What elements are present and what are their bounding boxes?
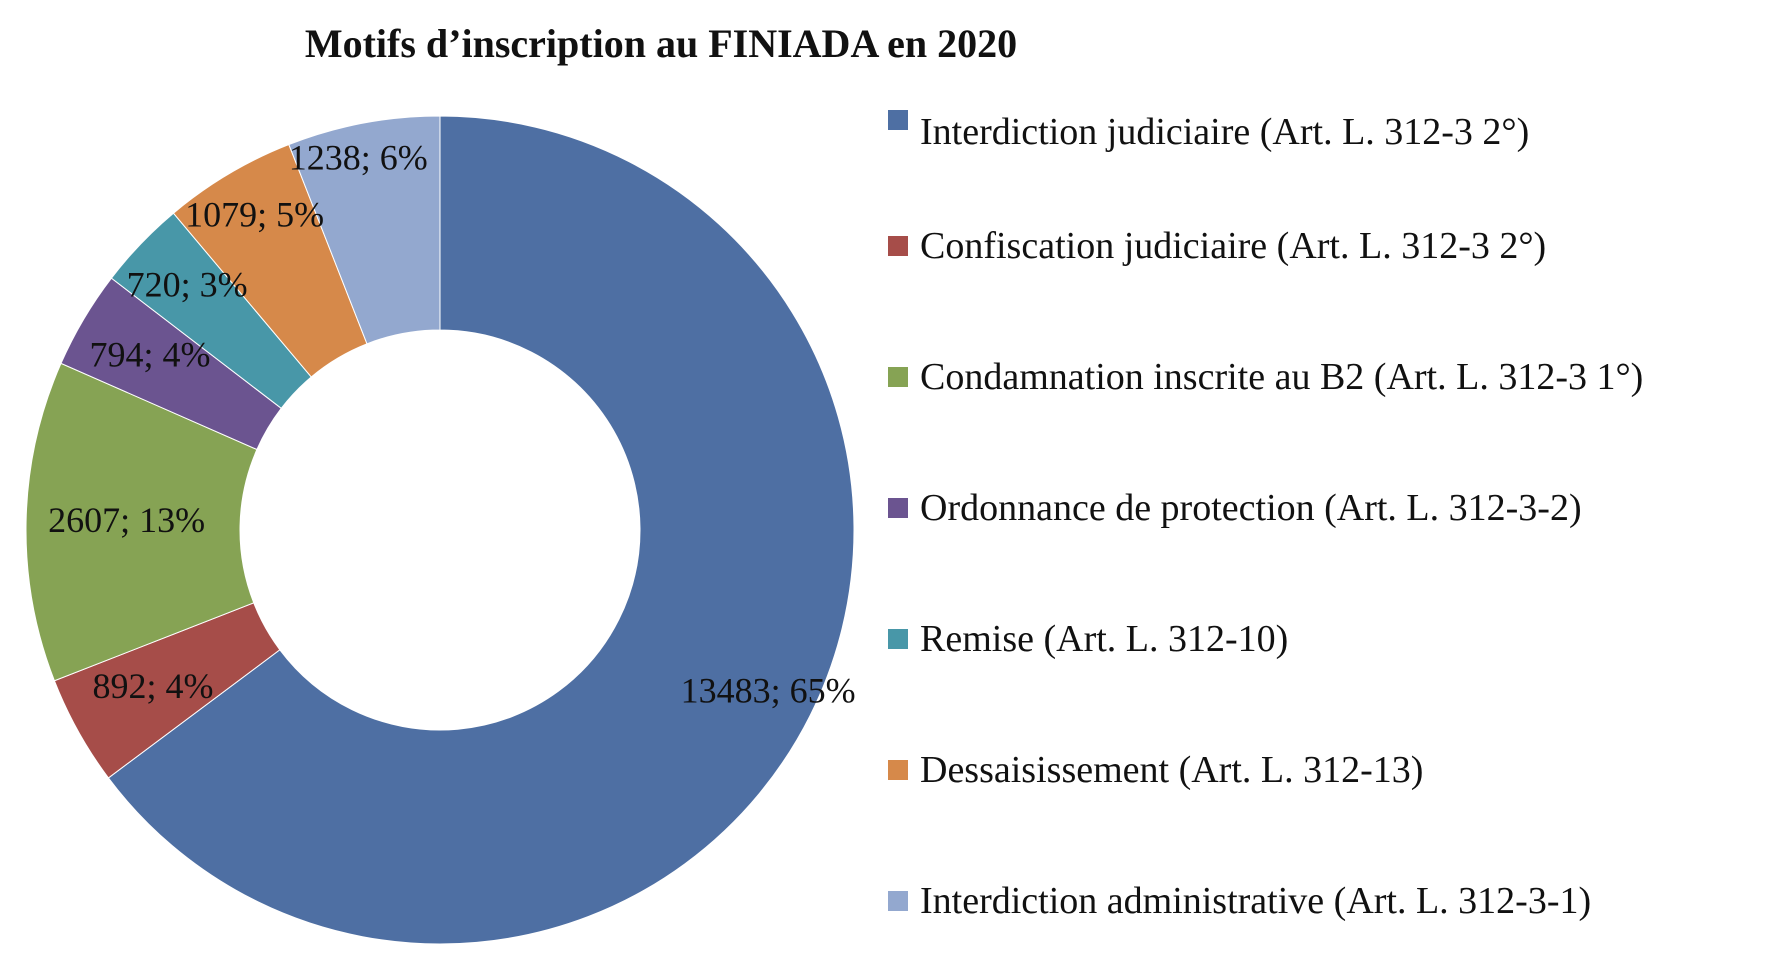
legend-item-3: Ordonnance de protection (Art. L. 312-3-… (888, 442, 1768, 573)
legend-swatch-0 (888, 110, 908, 130)
slice-data-label-6: 1238; 6% (289, 137, 428, 177)
legend-label-1: Confiscation judiciaire (Art. L. 312-3 2… (920, 224, 1547, 267)
legend-label-0: Interdiction judiciaire (Art. L. 312-3 2… (920, 111, 1530, 153)
legend-item-0: Interdiction judiciaire (Art. L. 312-3 2… (888, 100, 1768, 180)
labels-layer: 13483; 65% 892; 4% 2607; 13% 794; 4% 720; 3%… (48, 137, 855, 710)
legend: Interdiction judiciaire (Art. L. 312-3 2… (888, 100, 1768, 966)
legend-label-2: Condamnation inscrite au B2 (Art. L. 312… (920, 355, 1644, 398)
donut-slice-0 (107, 115, 855, 945)
slice-data-label-3: 794; 4% (89, 335, 210, 375)
legend-swatch-5 (888, 759, 908, 780)
chart-title: Motifs d’inscription au FINIADA en 2020 (304, 21, 1018, 66)
slices-layer (25, 115, 855, 945)
legend-label-3: Ordonnance de protection (Art. L. 312-3-… (920, 486, 1582, 529)
legend-swatch-3 (888, 497, 908, 518)
donut-chart: 13483; 65% 892; 4% 2607; 13% 794; 4% 720; 3%… (25, 115, 856, 945)
legend-swatch-6 (888, 890, 908, 911)
legend-item-4: Remise (Art. L. 312-10) (888, 573, 1768, 704)
slice-data-label-2: 2607; 13% (48, 500, 205, 540)
slice-data-label-1: 892; 4% (92, 666, 213, 706)
donut-slice-2 (25, 362, 258, 682)
slice-data-label-4: 720; 3% (127, 265, 248, 305)
legend-swatch-4 (888, 628, 908, 649)
slice-data-label-5: 1079; 5% (185, 195, 324, 235)
legend-swatch-2 (888, 366, 908, 387)
legend-item-5: Dessaisissement (Art. L. 312-13) (888, 704, 1768, 835)
legend-item-6: Interdiction administrative (Art. L. 312… (888, 835, 1768, 966)
donut-slice-6 (288, 115, 441, 345)
legend-item-2: Condamnation inscrite au B2 (Art. L. 312… (888, 311, 1768, 442)
legend-label-5: Dessaisissement (Art. L. 312-13) (920, 748, 1424, 791)
legend-label-4: Remise (Art. L. 312-10) (920, 617, 1289, 660)
legend-swatch-1 (888, 235, 908, 256)
legend-label-6: Interdiction administrative (Art. L. 312… (920, 879, 1592, 922)
slice-data-label-0: 13483; 65% (681, 671, 856, 711)
legend-item-1: Confiscation judiciaire (Art. L. 312-3 2… (888, 180, 1768, 311)
